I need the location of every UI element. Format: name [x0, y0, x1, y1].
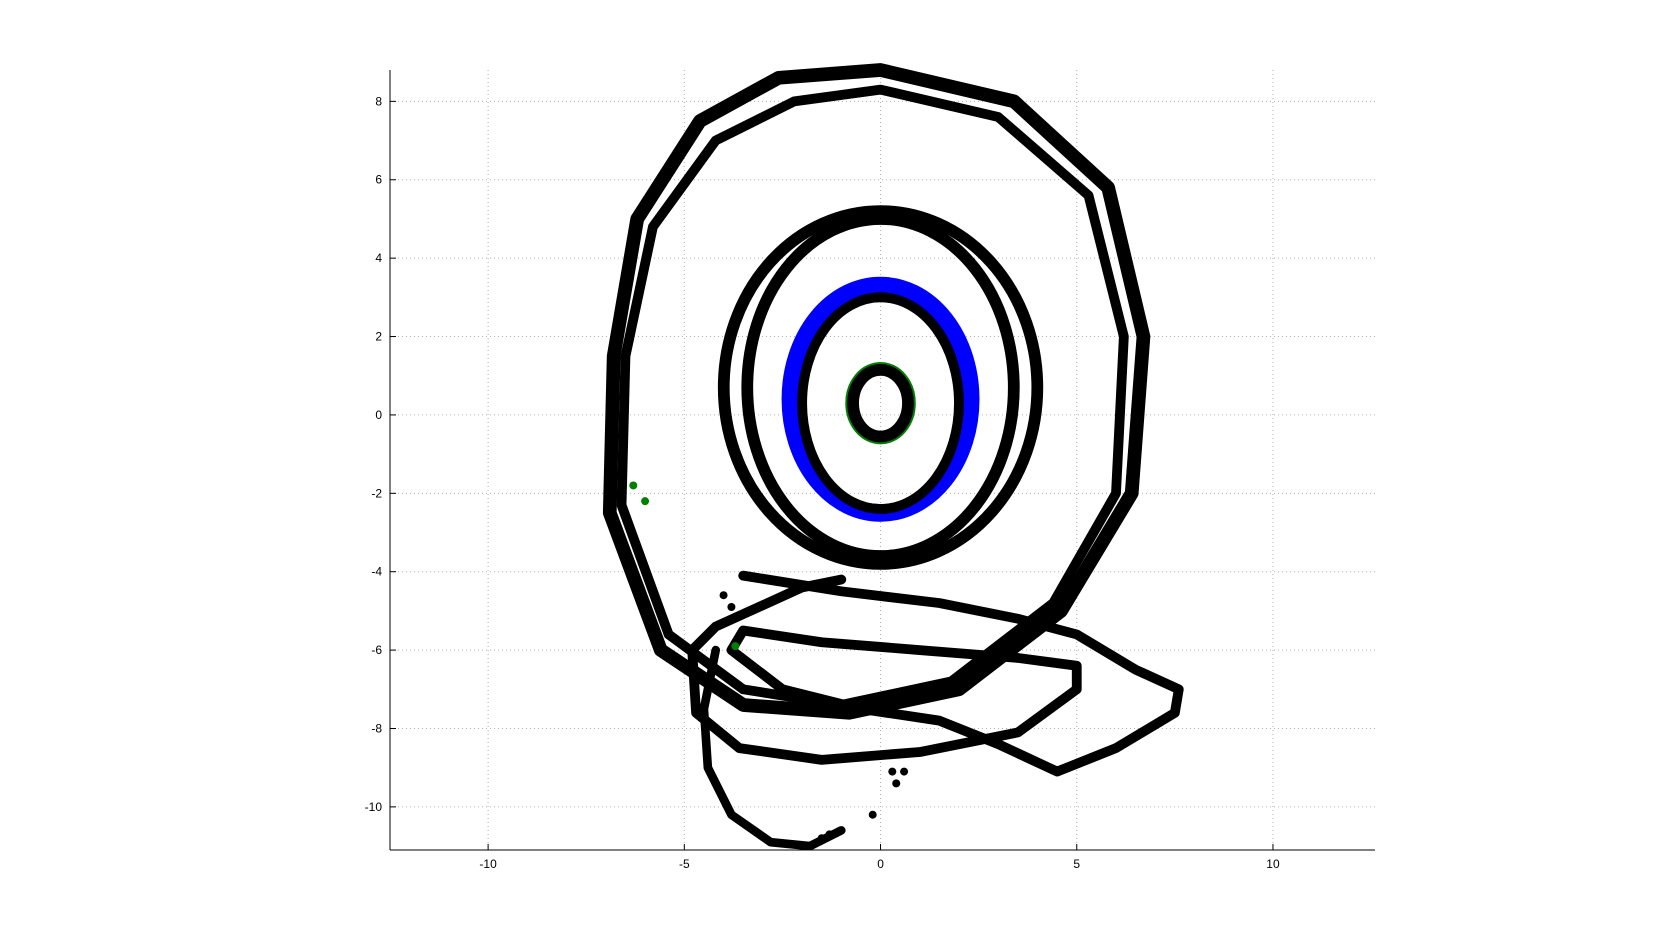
axes: [389, 70, 1375, 851]
series-lower-tail: [687, 570, 1184, 777]
point-green-specks: [731, 642, 740, 651]
series-bottom-loop: [699, 645, 846, 851]
point-scattered-points: [888, 767, 897, 776]
series-outer-loop-inner-band: [616, 84, 1129, 710]
x-tick-label: -10: [479, 857, 497, 871]
x-tick-label: 0: [877, 857, 884, 871]
y-tick-label: 4: [375, 251, 382, 265]
point-scattered-points: [994, 497, 1003, 506]
y-tick-label: -4: [371, 565, 382, 579]
plot-data: [602, 63, 1184, 851]
point-scattered-points: [868, 810, 877, 819]
y-tick-label: -6: [371, 643, 382, 657]
series-ring-2: [717, 205, 1044, 570]
y-tick-label: 0: [375, 408, 382, 422]
point-green-specks: [629, 481, 638, 490]
point-scattered-points: [719, 591, 728, 600]
point-scattered-points: [817, 834, 826, 843]
y-tick-label: 6: [375, 173, 382, 187]
y-tick-label: -2: [371, 486, 382, 500]
x-tick-label: 5: [1073, 857, 1080, 871]
tick-labels: -10 -5 0 5 10 8 6 4 2 0 -2 -4 -6 -8 -10: [365, 94, 1280, 871]
point-scattered-points: [892, 779, 901, 788]
grid: [390, 70, 1375, 850]
point-green-specks: [641, 497, 650, 506]
y-tick-label: -10: [365, 800, 383, 814]
point-scattered-points: [825, 830, 834, 839]
y-tick-label: 2: [375, 330, 382, 344]
y-tick-label: -8: [371, 721, 382, 735]
y-tick-label: 8: [375, 94, 382, 108]
series-ring-3: [741, 213, 1020, 562]
x-tick-label: 10: [1266, 857, 1280, 871]
series-ring-black-center-top: [847, 363, 914, 443]
point-scattered-points: [900, 767, 909, 776]
point-scattered-points: [727, 602, 736, 611]
series-outer-loop: [602, 63, 1151, 720]
series-ring-black-inner-arc: [797, 292, 964, 514]
x-tick-label: -5: [679, 857, 690, 871]
